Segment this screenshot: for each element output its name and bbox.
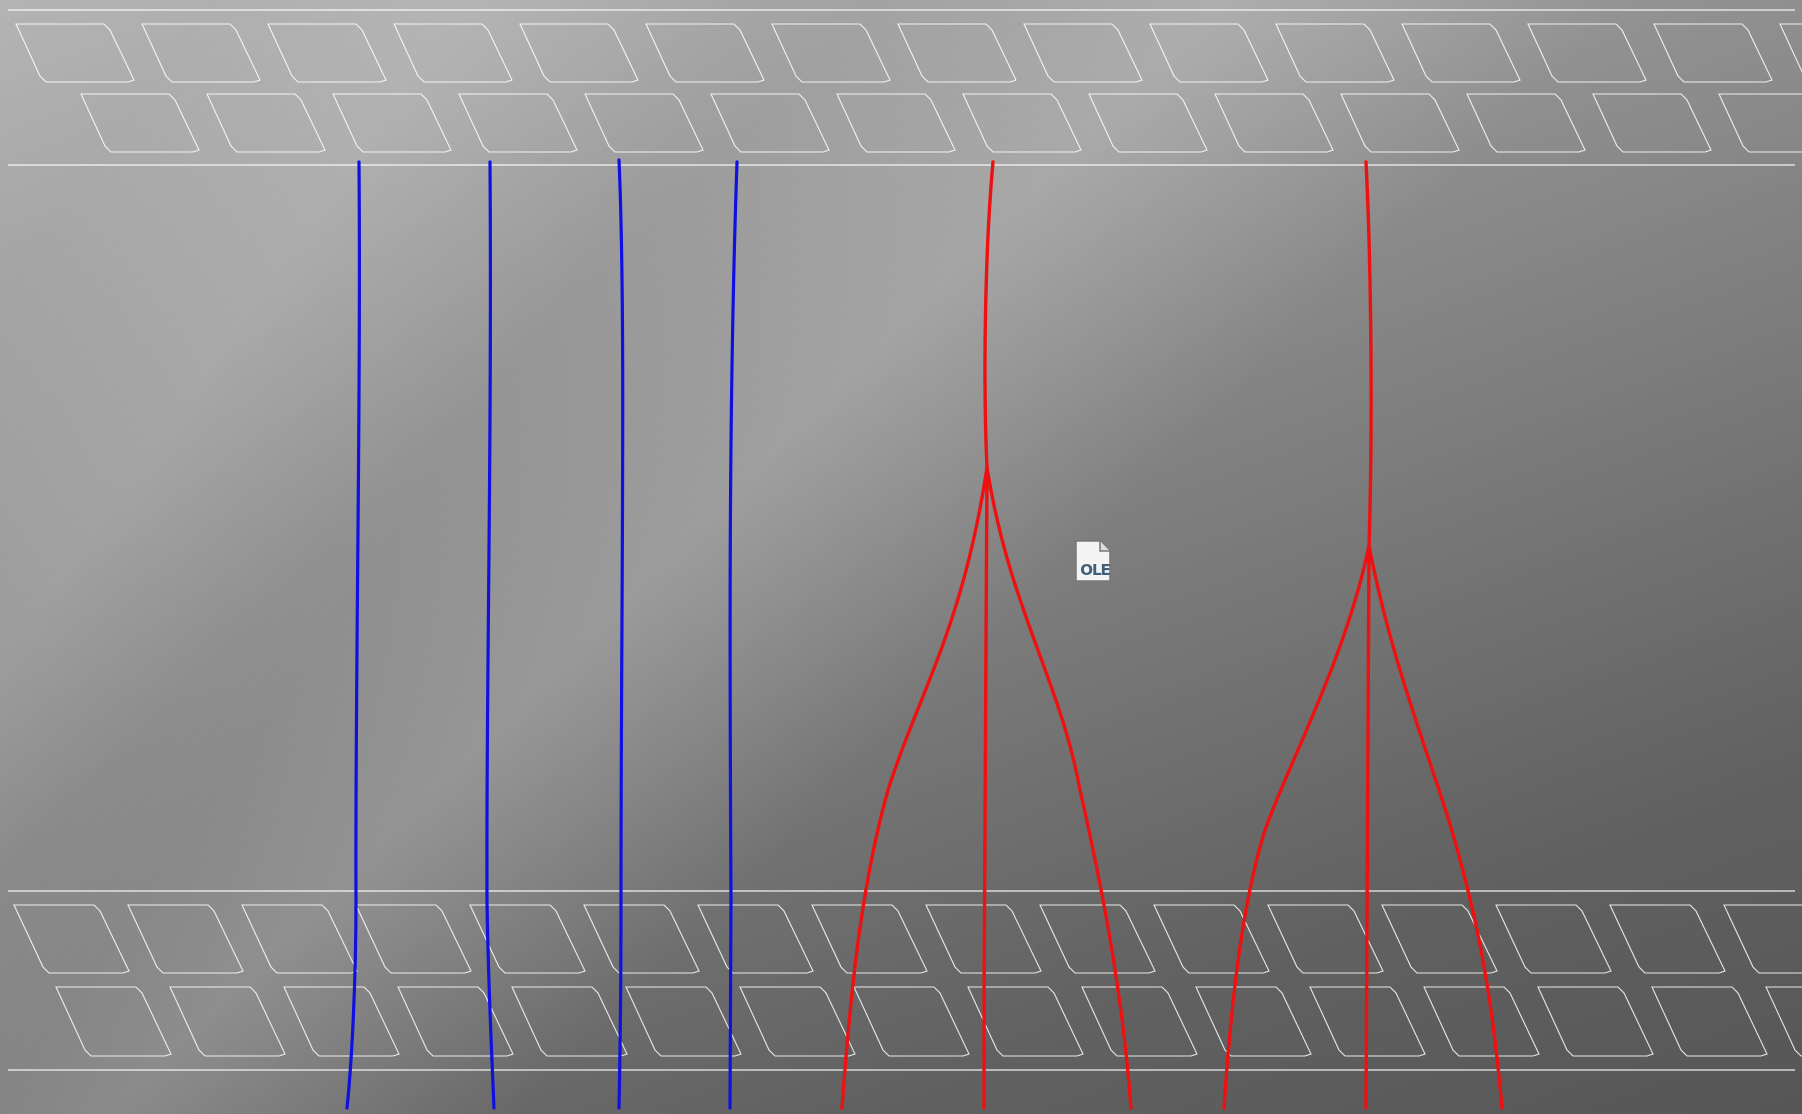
top-track-tile — [80, 93, 200, 153]
top-track-tile — [1023, 23, 1143, 83]
top-track-tile — [1527, 23, 1647, 83]
bottom-track — [8, 890, 1802, 1071]
bottom-track-tile — [1495, 904, 1612, 974]
top-track-tile — [393, 23, 513, 83]
top-track-tile — [897, 23, 1017, 83]
top-track-tile — [267, 23, 387, 83]
top-track-tile — [458, 93, 578, 153]
branching-strand — [1364, 160, 1373, 548]
top-track-tile — [710, 93, 830, 153]
bottom-track-tile — [967, 986, 1084, 1057]
top-track-tile — [1401, 23, 1521, 83]
bottom-track-tile — [1651, 986, 1768, 1057]
bottom-track-tile — [625, 986, 742, 1057]
bottom-track-tile — [697, 904, 814, 974]
branching-strand — [982, 466, 989, 1110]
straight-strand — [485, 160, 496, 1110]
top-track-tile — [1779, 23, 1802, 73]
branching-strand — [1364, 544, 1371, 1110]
top-track-tile — [1718, 93, 1802, 153]
top-track-tile — [332, 93, 452, 153]
top-track-tile — [1592, 93, 1712, 153]
bottom-track-tile — [1765, 986, 1802, 1057]
top-track-tile — [206, 93, 326, 153]
top-track-tile — [836, 93, 956, 153]
top-track-tile — [645, 23, 765, 83]
top-track-tile — [962, 93, 1082, 153]
bottom-track-tile — [739, 986, 856, 1057]
bottom-track-tile — [583, 904, 700, 974]
bottom-track-tile — [1081, 986, 1198, 1057]
top-track-tile — [1653, 23, 1773, 83]
bottom-track-tile — [1723, 904, 1802, 974]
bottom-track-tile — [169, 986, 286, 1057]
top-track-tile — [1275, 23, 1395, 83]
top-track-tile — [771, 23, 891, 83]
bottom-track-tile — [925, 904, 1042, 974]
bottom-track-tile — [1381, 904, 1498, 974]
strands — [345, 158, 1504, 1110]
bottom-track-tile — [55, 986, 172, 1057]
bottom-track-tile — [853, 986, 970, 1057]
branching-strand — [1222, 544, 1371, 1110]
bottom-track-tile — [1537, 986, 1654, 1057]
bottom-track-tile — [511, 986, 628, 1057]
top-track-tile — [141, 23, 261, 83]
bottom-track-tile — [1423, 986, 1540, 1057]
bottom-track-tile — [1153, 904, 1270, 974]
straight-strand — [345, 160, 362, 1110]
bottom-track-tile — [811, 904, 928, 974]
top-track-tile — [1149, 23, 1269, 83]
bottom-track-tile — [1195, 986, 1312, 1057]
top-track-tile — [15, 23, 135, 83]
top-track-tile — [1466, 93, 1586, 153]
bottom-track-tile — [283, 986, 400, 1057]
bottom-track-tile — [1039, 904, 1156, 974]
top-track-tile — [1340, 93, 1460, 153]
embedded-object-label: OLE — [1080, 561, 1111, 579]
bottom-track-tile — [1267, 904, 1384, 974]
straight-strand — [728, 160, 739, 1110]
branching-strand — [1367, 544, 1504, 1110]
bottom-track-tile — [1309, 986, 1426, 1057]
embedded-document-icon — [1075, 540, 1111, 582]
branching-strand — [985, 466, 1133, 1110]
bottom-track-tile — [13, 904, 130, 974]
bottom-track-tile — [1609, 904, 1726, 974]
bottom-track-tile — [241, 904, 358, 974]
top-track-tile — [584, 93, 704, 153]
top-track-tile — [1214, 93, 1334, 153]
branching-strand — [983, 160, 995, 470]
embedded-object[interactable]: OLE — [1074, 540, 1116, 582]
bottom-track-tile — [469, 904, 586, 974]
branching-strand — [840, 466, 989, 1110]
bottom-track-tile — [355, 904, 472, 974]
straight-strand — [617, 158, 625, 1110]
bottom-track-tile — [127, 904, 244, 974]
top-track-tile — [519, 23, 639, 83]
top-track — [8, 9, 1802, 166]
top-track-tile — [1088, 93, 1208, 153]
bottom-track-tile — [397, 986, 514, 1057]
